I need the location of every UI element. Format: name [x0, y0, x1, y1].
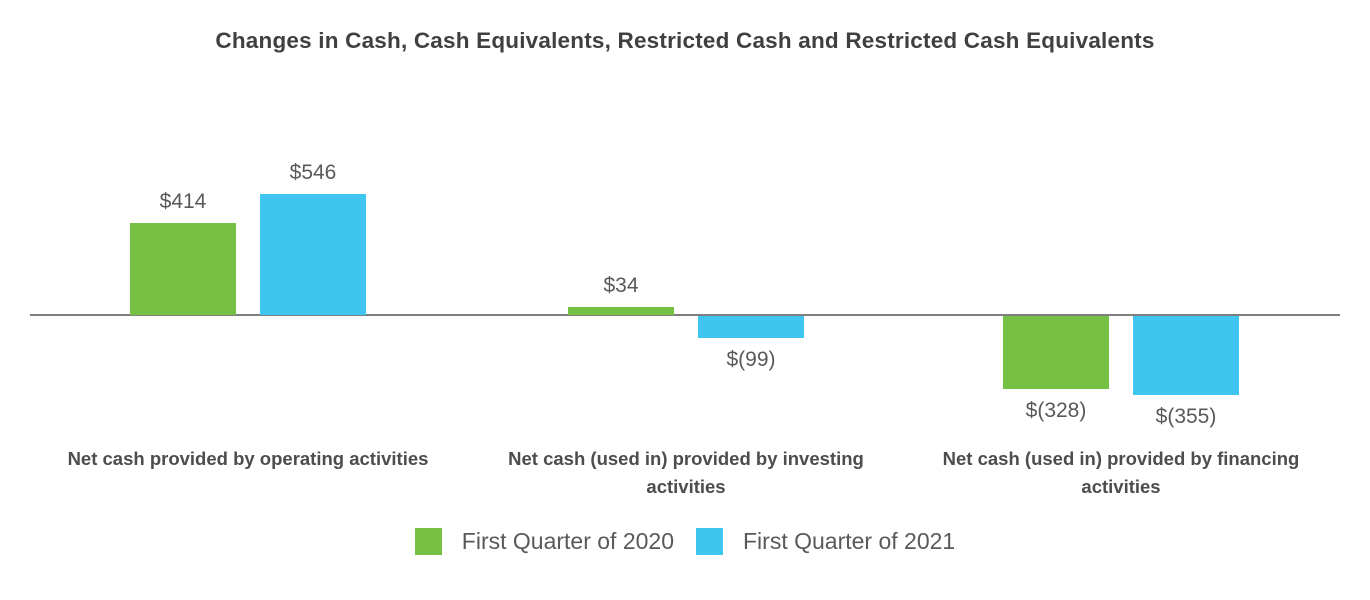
category-label-investing-activities: Net cash (used in) provided by investing…: [508, 448, 864, 497]
bar-first-quarter-of-2021-net-cash-provided-by-operating-activities: [260, 193, 366, 315]
legend-swatch-q1-2021-icon: [696, 528, 723, 555]
category-label-operating-activities: Net cash provided by operating activitie…: [67, 448, 429, 469]
legend-label-q1-2021: First Quarter of 2021: [743, 528, 956, 554]
legend-item-q1-2021: First Quarter of 2021: [696, 528, 955, 555]
value-label-first-quarter-of-2021-net-cash-provided-by-operating-activities: $546: [289, 160, 337, 184]
x-axis-baseline: [30, 314, 1340, 316]
bar-first-quarter-of-2020-net-cash-used-in-provided-by-financing-activities: [1003, 316, 1109, 389]
bar-first-quarter-of-2020-net-cash-used-in-provided-by-investing-activities: [568, 307, 674, 315]
category-label-financing-activities: Net cash (used in) provided by financing…: [942, 448, 1300, 497]
value-label-first-quarter-of-2020-net-cash-used-in-provided-by-financing-activities: $(328): [1025, 398, 1087, 422]
legend-label-q1-2020: First Quarter of 2020: [461, 528, 674, 554]
legend-item-q1-2020: First Quarter of 2020: [414, 528, 674, 555]
value-label-first-quarter-of-2021-net-cash-used-in-provided-by-investing-activities: $(99): [726, 348, 776, 372]
bar-first-quarter-of-2021-net-cash-used-in-provided-by-investing-activities: [698, 316, 804, 339]
bar-first-quarter-of-2021-net-cash-used-in-provided-by-financing-activities: [1133, 316, 1239, 395]
legend-swatch-q1-2020-icon: [414, 528, 442, 555]
chart-title: Changes in Cash, Cash Equivalents, Restr…: [215, 28, 1155, 53]
value-label-first-quarter-of-2021-net-cash-used-in-provided-by-financing-activities: $(355): [1155, 404, 1217, 428]
bar-first-quarter-of-2020-net-cash-provided-by-operating-activities: [130, 222, 236, 315]
value-label-first-quarter-of-2020-net-cash-provided-by-operating-activities: $414: [159, 189, 207, 213]
value-label-first-quarter-of-2020-net-cash-used-in-provided-by-investing-activities: $34: [603, 274, 639, 298]
legend: First Quarter of 2020 First Quarter of 2…: [0, 528, 1370, 555]
